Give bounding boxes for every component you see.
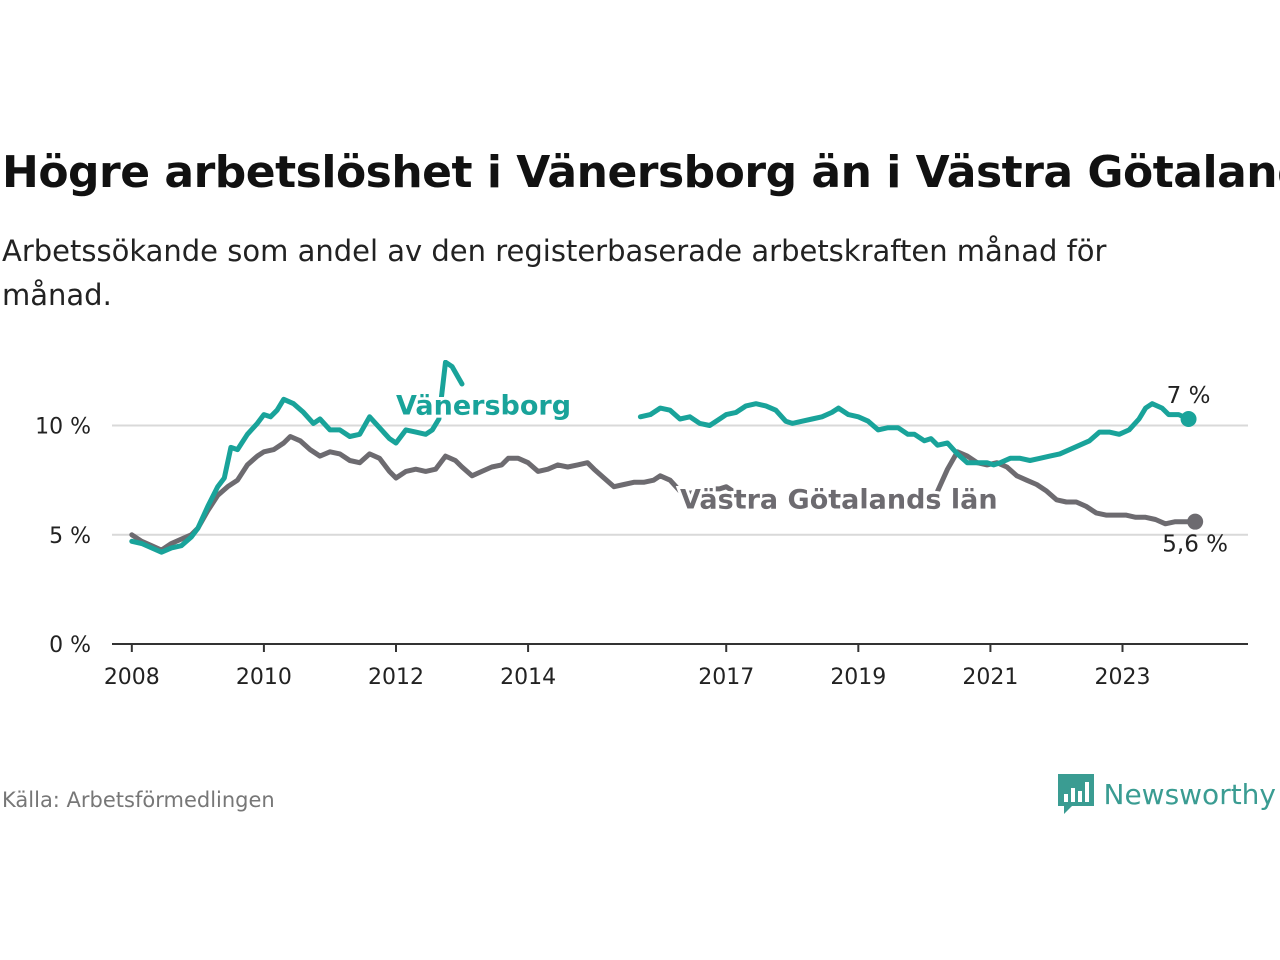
end-point-v-stra-g-talands-l-n — [1187, 513, 1204, 530]
source-note: Källa: Arbetsförmedlingen — [2, 788, 275, 812]
x-tick-label: 2008 — [104, 665, 160, 690]
chart-subtitle: Arbetssökande som andel av den registerb… — [2, 234, 1107, 312]
series-label-v-stra-g-talands-l-n: Västra Götalands län — [680, 485, 998, 516]
end-point-v-nersborg — [1180, 410, 1197, 427]
line-chart: 0 %5 %10 % 2008 2010 2012 2014 2017 2019 2021 2… — [35, 360, 1248, 690]
y-tick-label: 0 % — [49, 633, 91, 658]
series-line-v-nersborg — [129, 360, 465, 555]
x-tick-label: 2012 — [368, 665, 424, 690]
y-axis-ticks: 0 % 5 % 10 % — [35, 415, 91, 658]
series-labels: 5,6 % Västra Götalands län 7 % Vänersborg — [393, 383, 1228, 558]
x-tick-label: 2010 — [236, 665, 292, 690]
series-label-v-nersborg: Vänersborg — [396, 391, 571, 422]
x-axis-ticks: 2008 2010 2012 2014 2017 2019 2021 2023 — [104, 644, 1151, 690]
chart-title: Högre arbetslöshet i Vänersborg än i Väs… — [2, 147, 1280, 198]
x-tick-label: 2023 — [1095, 665, 1151, 690]
series-lines — [129, 360, 1204, 555]
brand-name: Newsworthy — [1103, 777, 1277, 811]
x-tick-label: 2014 — [500, 665, 556, 690]
series-line-v-nersborg — [637, 401, 1192, 468]
newsworthy-logo-icon — [1057, 774, 1094, 814]
x-tick-label: 2019 — [830, 665, 886, 690]
end-label-v-stra-g-talands-l-n: 5,6 % — [1162, 532, 1228, 558]
x-tick-label: 2021 — [962, 665, 1018, 690]
y-tick-label: 10 % — [35, 415, 91, 440]
series-line-v-stra-g-talands-l-n — [129, 434, 736, 553]
gridlines — [112, 424, 1248, 645]
y-tick-label: 5 % — [49, 524, 91, 549]
x-tick-label: 2017 — [698, 665, 754, 690]
end-label-v-nersborg: 7 % — [1167, 383, 1211, 409]
brand-logo[interactable]: Newsworthy — [1056, 772, 1277, 816]
